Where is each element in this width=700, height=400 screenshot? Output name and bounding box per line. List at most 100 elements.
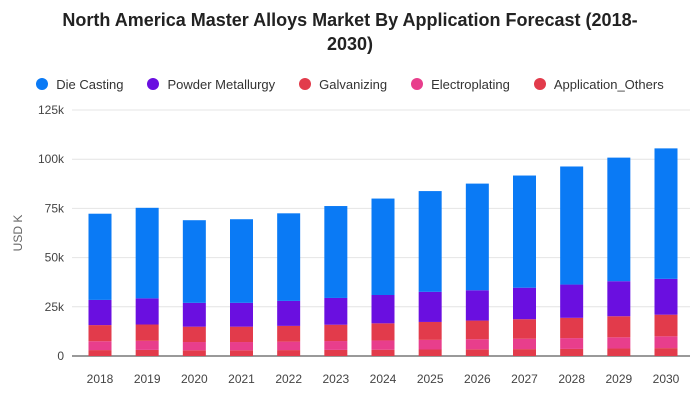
legend: Die Casting Powder Metallurgy Galvanizing E… (0, 74, 700, 94)
bar-segment[interactable] (135, 349, 159, 356)
bar-segment[interactable] (371, 323, 395, 341)
bar-segment[interactable] (513, 287, 536, 320)
bar-segment[interactable] (560, 166, 584, 285)
bar-segment[interactable] (465, 349, 489, 356)
bar-segment[interactable] (135, 340, 159, 350)
legend-label: Powder Metallurgy (167, 76, 276, 92)
legend-swatch (411, 78, 424, 90)
x-tick-label: 2030 (653, 372, 680, 386)
x-tick-label: 2028 (558, 372, 585, 386)
y-tick-label: 50k (45, 251, 65, 265)
legend-item[interactable]: Powder Metallurgy (147, 77, 275, 92)
legend-swatch (299, 78, 312, 90)
y-tick-label: 125k (38, 103, 65, 117)
bar-segment[interactable] (182, 350, 206, 356)
bar-segment[interactable] (513, 338, 536, 350)
bar-segment[interactable] (607, 316, 631, 338)
x-tick-label: 2019 (134, 372, 161, 386)
bar-segment[interactable] (607, 348, 631, 356)
bar-segment[interactable] (513, 349, 536, 356)
bar-segment[interactable] (465, 183, 489, 291)
bar-segment[interactable] (182, 220, 206, 303)
bar-segment[interactable] (88, 325, 112, 342)
bar-segment[interactable] (513, 175, 536, 288)
bar-segment[interactable] (371, 198, 395, 295)
bar-segment[interactable] (607, 337, 631, 349)
bar-segment[interactable] (230, 219, 253, 303)
bar-segment[interactable] (654, 148, 678, 279)
x-tick-label: 2021 (228, 372, 255, 386)
bar-segment[interactable] (277, 341, 301, 351)
bar-segment[interactable] (230, 342, 253, 351)
bar-segment[interactable] (560, 284, 584, 318)
bar-segment[interactable] (230, 302, 253, 327)
bar-segment[interactable] (654, 314, 678, 337)
bar-segment[interactable] (371, 349, 395, 356)
x-tick-label: 2026 (464, 372, 491, 386)
bar-segment[interactable] (371, 294, 395, 324)
chart-title-line-2: 2030) (326, 34, 374, 54)
bar-segment[interactable] (277, 213, 301, 301)
bar-segment[interactable] (88, 213, 112, 300)
bar-segment[interactable] (371, 340, 395, 350)
bar-segment[interactable] (654, 348, 678, 356)
bar-segment[interactable] (607, 157, 631, 282)
bar-segment[interactable] (88, 350, 112, 356)
x-tick-label: 2022 (275, 372, 302, 386)
x-tick-label: 2024 (370, 372, 397, 386)
bar-segment[interactable] (324, 341, 348, 350)
bar-segment[interactable] (182, 326, 206, 343)
x-tick-label: 2025 (417, 372, 444, 386)
bar-segment[interactable] (418, 349, 442, 356)
bar-segment[interactable] (465, 320, 489, 340)
bar-segment[interactable] (182, 342, 206, 351)
legend-item[interactable]: Galvanizing (299, 77, 387, 92)
bar-segment[interactable] (182, 302, 206, 327)
bar-segment[interactable] (88, 299, 112, 326)
chart-title-line-1: North America Master Alloys Market By Ap… (62, 10, 638, 30)
legend-label: Galvanizing (319, 76, 388, 92)
legend-label: Application_Others (553, 76, 664, 92)
bar-segment[interactable] (654, 278, 678, 315)
bar-segment[interactable] (135, 324, 159, 341)
bar-segment[interactable] (418, 191, 442, 292)
legend-item[interactable]: Electroplating (411, 77, 510, 92)
bar-segment[interactable] (277, 300, 301, 326)
legend-swatch (533, 78, 546, 90)
y-tick-label: 0 (57, 349, 64, 363)
y-tick-label: 100k (38, 152, 65, 166)
bar-segment[interactable] (88, 341, 112, 351)
bar-segment[interactable] (513, 319, 536, 339)
bar-segment[interactable] (324, 206, 348, 298)
bar-segment[interactable] (324, 349, 348, 356)
bar-segment[interactable] (560, 317, 584, 339)
x-tick-label: 2020 (181, 372, 208, 386)
x-tick-label: 2029 (605, 372, 632, 386)
bar-segment[interactable] (560, 338, 584, 349)
legend-label: Electroplating (431, 76, 510, 92)
bar-segment[interactable] (277, 325, 301, 342)
x-tick-label: 2018 (87, 372, 114, 386)
bar-segment[interactable] (230, 350, 253, 356)
bar-segment[interactable] (607, 281, 631, 317)
bar-segment[interactable] (418, 339, 442, 350)
legend-item[interactable]: Die Casting (36, 77, 123, 92)
bar-segment[interactable] (654, 336, 678, 349)
bar-segment[interactable] (418, 291, 442, 322)
bar-segment[interactable] (560, 348, 584, 356)
bar-segment[interactable] (324, 297, 348, 325)
bar-segment[interactable] (465, 339, 489, 350)
x-tick-label: 2027 (511, 372, 538, 386)
bar-segment[interactable] (465, 290, 489, 321)
bar-segment[interactable] (418, 321, 442, 340)
y-tick-label: 75k (45, 201, 65, 215)
bar-segment[interactable] (277, 350, 301, 356)
bar-segment[interactable] (230, 326, 253, 343)
legend-item[interactable]: Application_Others (533, 76, 664, 92)
bar-segment[interactable] (135, 298, 159, 325)
bar-segment[interactable] (324, 324, 348, 342)
bar-segment[interactable] (135, 207, 159, 299)
y-axis-title: USD K (11, 215, 25, 252)
